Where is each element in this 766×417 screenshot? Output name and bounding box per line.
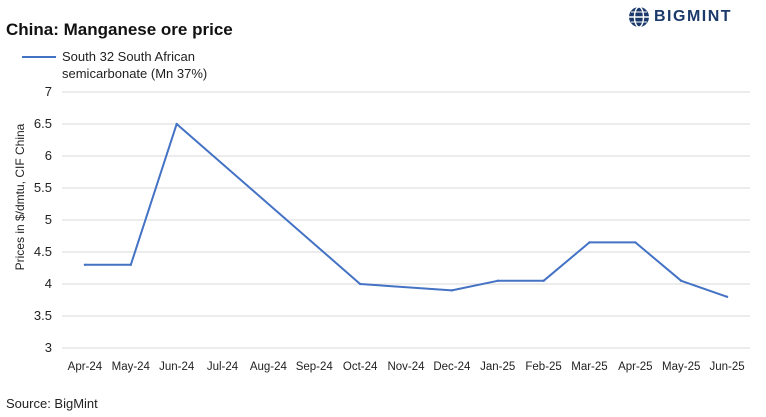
x-tick-label: Jul-24 [207, 361, 239, 373]
globe-icon [629, 6, 649, 28]
x-tick-label: Oct-24 [343, 361, 378, 373]
legend-label: South 32 South African semicarbonate (Mn… [62, 49, 208, 81]
x-tick-label: May-24 [112, 361, 151, 373]
x-tick-label: Jan-25 [480, 361, 515, 373]
x-tick-label: Mar-25 [571, 361, 607, 373]
y-axis-label: Prices in $/dmtu, CIF China [13, 123, 27, 270]
y-tick-label: 6 [45, 148, 52, 163]
x-axis-tick-labels: Apr-24 May-24 Jun-24 Jul-24 Aug-24 Sep-24 Oct-… [68, 361, 745, 373]
data-point [496, 279, 499, 282]
data-point [588, 241, 591, 244]
data-point [83, 263, 87, 266]
y-axis-tick-labels: 3 3.5 4 4.5 5 5.5 6 6.5 7 [34, 84, 52, 355]
data-point [634, 241, 637, 244]
data-point [358, 282, 362, 286]
x-tick-label: Sep-24 [296, 361, 334, 373]
series-layer [83, 122, 729, 298]
x-tick-label: Dec-24 [433, 361, 471, 373]
source-note: Source: BigMint [6, 396, 98, 411]
y-tick-label: 4.5 [34, 244, 52, 259]
data-point [680, 279, 683, 282]
legend: South 32 South African semicarbonate (Mn… [22, 48, 262, 82]
y-tick-label: 5 [45, 212, 52, 227]
y-tick-label: 3.5 [34, 308, 52, 323]
data-point [725, 295, 729, 298]
data-point [450, 289, 454, 292]
series-line [84, 123, 728, 298]
y-tick-label: 6.5 [34, 116, 52, 131]
x-tick-label: Apr-24 [68, 361, 103, 373]
y-tick-label: 3 [45, 340, 52, 355]
y-tick-label: 4 [45, 276, 52, 291]
x-tick-label: Jun-24 [159, 361, 195, 373]
bigmint-logo: BIGMINT [628, 6, 732, 28]
x-tick-label: May-25 [662, 361, 700, 373]
y-tick-label: 5.5 [34, 180, 52, 195]
grid-lines [62, 91, 750, 349]
x-tick-label: Feb-25 [525, 361, 561, 373]
x-tick-label: Apr-25 [618, 361, 653, 373]
x-tick-label: Jun-25 [709, 361, 744, 373]
chart-title: China: Manganese ore price [6, 20, 233, 39]
data-point [175, 122, 178, 126]
data-point [129, 263, 132, 266]
y-tick-label: 7 [45, 84, 52, 99]
x-tick-label: Nov-24 [387, 361, 425, 373]
x-tick-label: Aug-24 [250, 361, 288, 373]
data-point [542, 279, 545, 282]
logo-text: BIGMINT [654, 8, 733, 25]
legend-swatch [22, 56, 56, 58]
